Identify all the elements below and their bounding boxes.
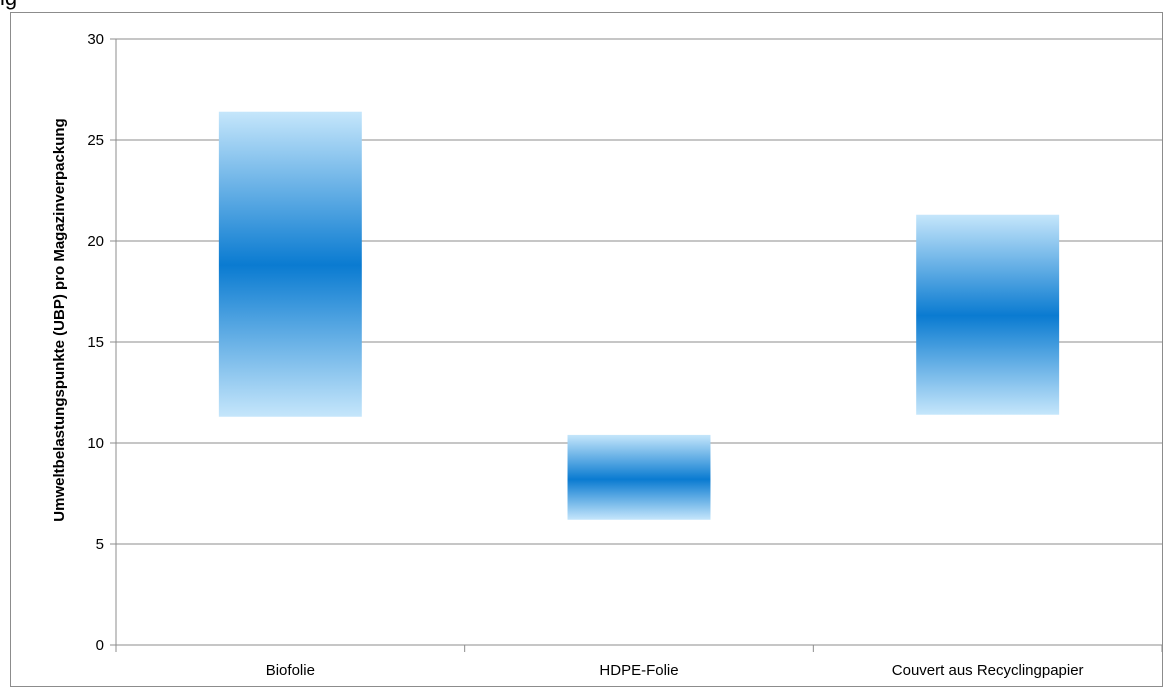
x-tick-label: Couvert aus Recyclingpapier xyxy=(892,662,1084,679)
x-tick-label: Biofolie xyxy=(266,662,315,679)
range-band-1 xyxy=(218,111,362,417)
range-bands xyxy=(218,111,1060,520)
x-tick-label: HDPE-Folie xyxy=(599,662,678,679)
y-tick-labels: 0 5 10 15 20 25 30 xyxy=(87,31,104,654)
range-chart: 0 5 10 15 20 25 30 Biofolie HDPE-Folie Couvert a… xyxy=(51,31,1163,679)
y-tick-label: 25 xyxy=(87,132,104,149)
y-tick-label: 20 xyxy=(87,233,104,250)
y-tick-label: 0 xyxy=(96,637,104,654)
range-band-2 xyxy=(567,434,711,520)
y-tick-label: 15 xyxy=(87,334,104,351)
axes xyxy=(110,38,1163,652)
figure-title-fragment: ig xyxy=(0,0,17,10)
x-tick-labels: Biofolie HDPE-Folie Couvert aus Recyclingp… xyxy=(266,662,1084,679)
chart-frame: 0 5 10 15 20 25 30 Biofolie HDPE-Folie Couvert a… xyxy=(10,12,1163,687)
y-tick-label: 30 xyxy=(87,31,104,48)
y-tick-label: 5 xyxy=(96,536,104,553)
range-band-3 xyxy=(916,214,1060,415)
y-axis-label: Umweltbelastungspunkte (UBP) pro Magazin… xyxy=(51,118,68,521)
y-tick-label: 10 xyxy=(87,435,104,452)
